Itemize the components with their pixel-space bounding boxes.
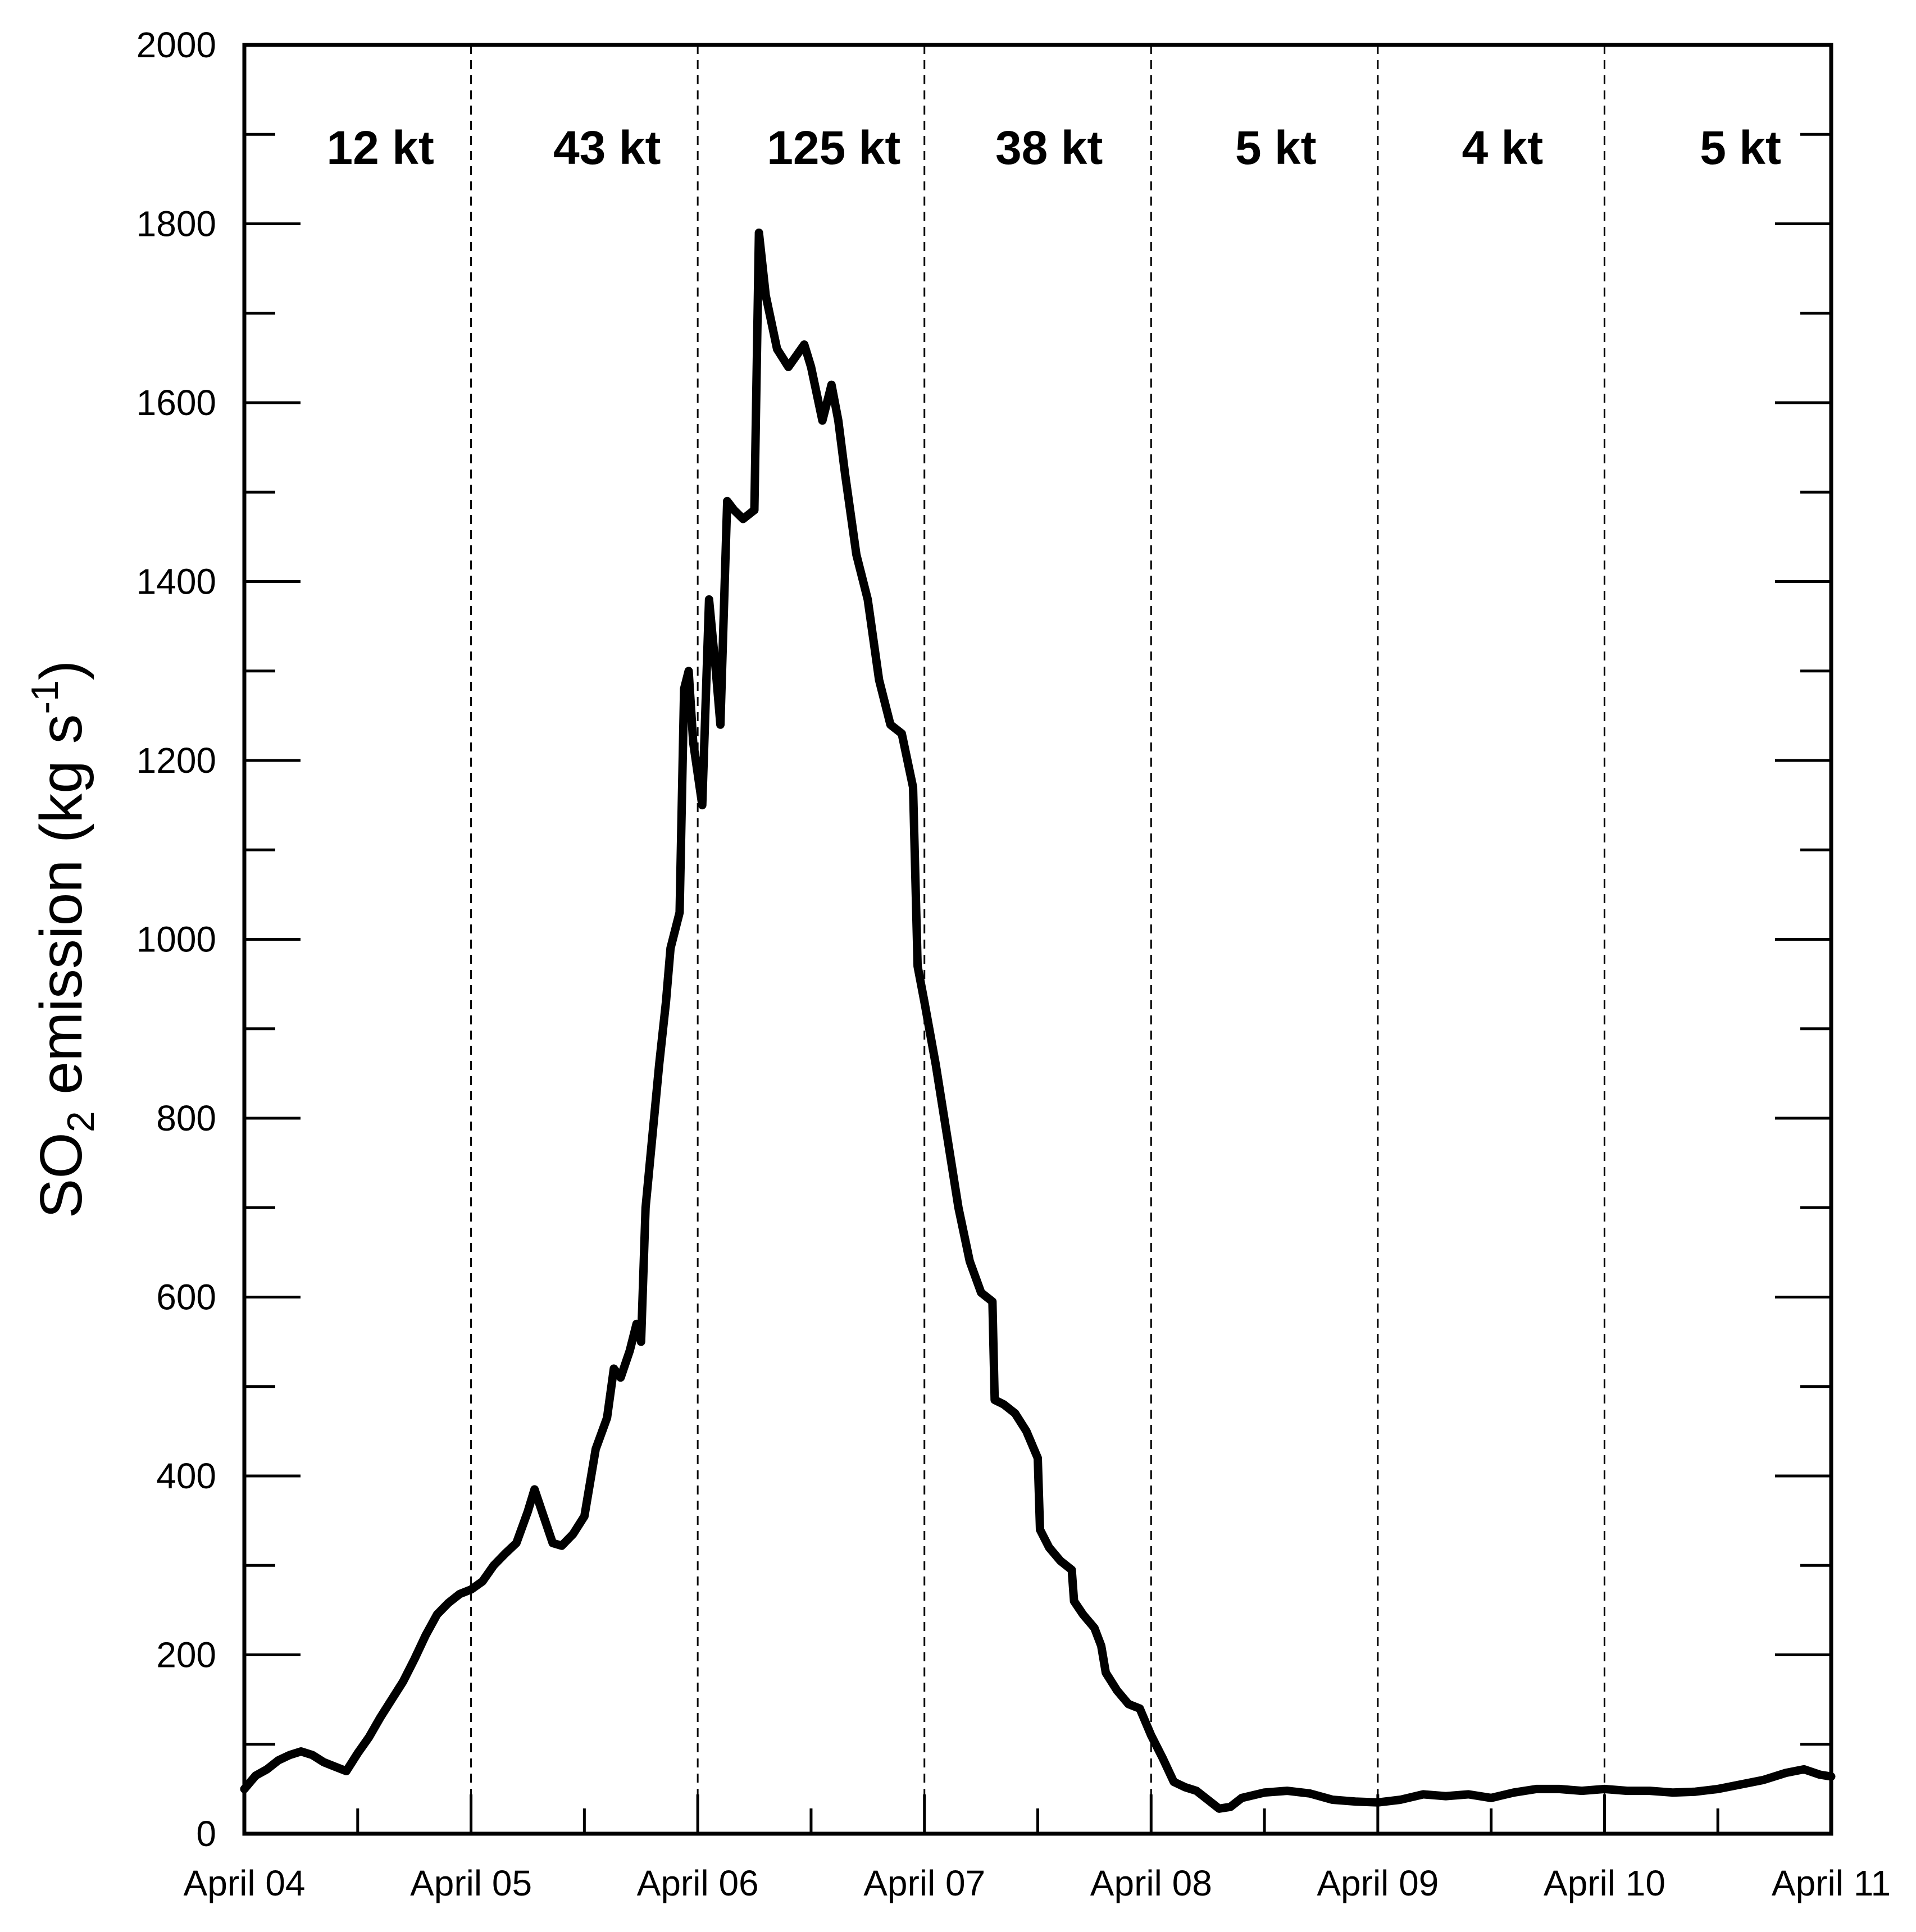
y-tick-label: 1200 [136, 740, 216, 781]
y-tick-label: 2000 [136, 25, 216, 65]
y-axis-tick-labels: 0 200 400 600 800 1000 1200 1400 1600 1800 2000 [136, 25, 216, 1854]
y-axis-label: SO2 emission (kg s-1) [24, 660, 102, 1219]
x-tick-label: April 06 [637, 1863, 759, 1903]
period-total-label: 12 kt [326, 121, 434, 174]
period-total-label: 125 kt [767, 121, 900, 174]
y-tick-label: 0 [196, 1813, 216, 1854]
x-tick-label: April 04 [184, 1863, 306, 1903]
y-tick-label: 800 [156, 1098, 216, 1138]
period-total-label: 5 kt [1235, 121, 1317, 174]
y-tick-label: 1400 [136, 562, 216, 602]
x-tick-label: April 11 [1772, 1863, 1891, 1903]
x-tick-label: April 05 [410, 1863, 532, 1903]
period-total-label: 4 kt [1462, 121, 1543, 174]
x-tick-label: April 07 [863, 1863, 985, 1903]
y-tick-label: 1800 [136, 204, 216, 244]
y-tick-label: 400 [156, 1456, 216, 1496]
so2-emission-line [240, 228, 1836, 1813]
y-axis-label-subscript: 2 [60, 1111, 102, 1132]
day-dividers [470, 45, 1605, 1834]
y-tick-label: 600 [156, 1277, 216, 1318]
period-total-label: 38 kt [995, 121, 1103, 174]
x-axis-ticks [243, 1794, 1833, 1834]
y-axis-ticks [244, 43, 1831, 1835]
x-tick-label: April 09 [1317, 1863, 1439, 1903]
y-tick-label: 1000 [136, 919, 216, 960]
y-axis-label-superscript: -1 [24, 680, 66, 714]
plot-frame [242, 43, 1833, 1836]
y-axis-label-suffix: ) [28, 660, 94, 680]
x-tick-label: April 08 [1090, 1863, 1212, 1903]
y-tick-label: 200 [156, 1635, 216, 1675]
period-total-label: 43 kt [553, 121, 661, 174]
period-total-label: 5 kt [1700, 121, 1781, 174]
y-axis-label-prefix: SO [28, 1132, 94, 1218]
y-tick-label: 1600 [136, 382, 216, 423]
period-total-labels: 12 kt 43 kt 125 kt 38 kt 5 kt 4 kt 5 kt [326, 121, 1781, 174]
y-axis-label-middle: emission (kg s [28, 714, 94, 1111]
x-tick-label: April 10 [1544, 1863, 1665, 1903]
x-axis-tick-labels: April 04 April 05 April 06 April 07 April 08… [184, 1863, 1891, 1903]
